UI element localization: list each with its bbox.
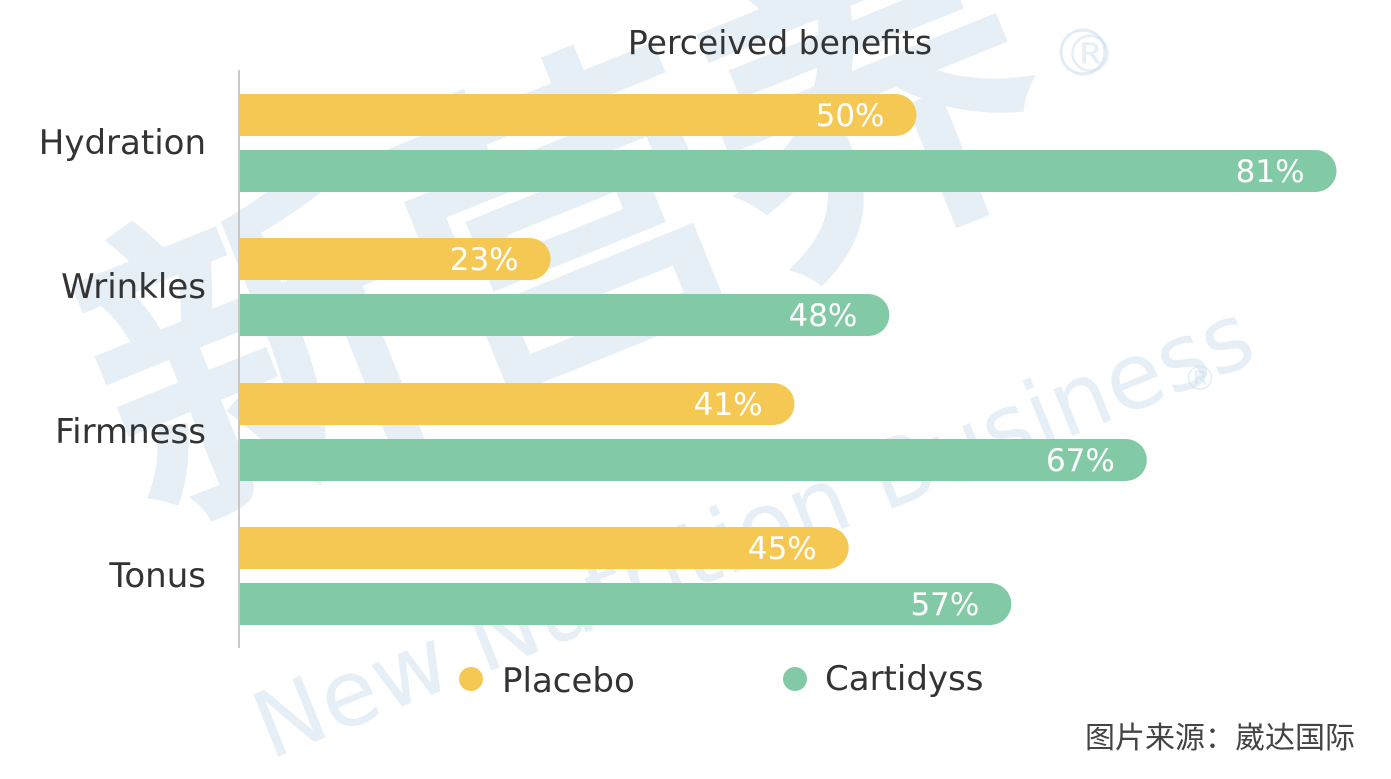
data-label-cartidyss-firmness: 67% xyxy=(1046,443,1115,479)
data-label-placebo-tonus: 45% xyxy=(748,531,817,567)
category-label-tonus: Tonus xyxy=(108,556,206,596)
data-label-cartidyss-wrinkles: 48% xyxy=(788,298,857,334)
data-label-placebo-hydration: 50% xyxy=(816,98,885,134)
bar-placebo-tonus xyxy=(239,527,849,569)
watermark-registered-mark-small: ® xyxy=(1183,359,1217,399)
legend-placebo-marker xyxy=(459,667,483,691)
data-label-placebo-wrinkles: 23% xyxy=(450,242,519,278)
category-label-firmness: Firmness xyxy=(55,412,206,452)
bar-placebo-hydration xyxy=(239,94,917,136)
category-labels: Hydration Wrinkles Firmness Tonus xyxy=(39,123,206,596)
legend-cartidyss-marker xyxy=(783,667,807,691)
bar-cartidyss-hydration xyxy=(239,150,1337,192)
bar-cartidyss-firmness xyxy=(239,439,1147,481)
source-note: 图片来源：崴达国际 xyxy=(1085,721,1355,756)
data-labels: 50% 81% 23% 48% 41% 67% 45% 57% xyxy=(450,98,1305,623)
data-label-placebo-firmness: 41% xyxy=(694,387,763,423)
data-label-cartidyss-tonus: 57% xyxy=(910,587,979,623)
bar-placebo-firmness xyxy=(239,383,795,425)
category-label-wrinkles: Wrinkles xyxy=(61,267,206,307)
bar-cartidyss-tonus xyxy=(239,583,1012,625)
bars xyxy=(239,94,1337,625)
bar-placebo-wrinkles xyxy=(239,238,551,280)
legend-cartidyss-label: Cartidyss xyxy=(825,659,983,699)
legend: Placebo Cartidyss xyxy=(459,659,983,701)
bar-cartidyss-wrinkles xyxy=(239,294,890,336)
chart-title: Perceived benefits xyxy=(628,23,932,62)
category-label-hydration: Hydration xyxy=(39,123,206,163)
legend-placebo-label: Placebo xyxy=(502,661,635,701)
watermark-registered-mark: ® xyxy=(1064,25,1116,85)
watermark-registered-circle xyxy=(1059,28,1107,76)
data-label-cartidyss-hydration: 81% xyxy=(1236,154,1305,190)
